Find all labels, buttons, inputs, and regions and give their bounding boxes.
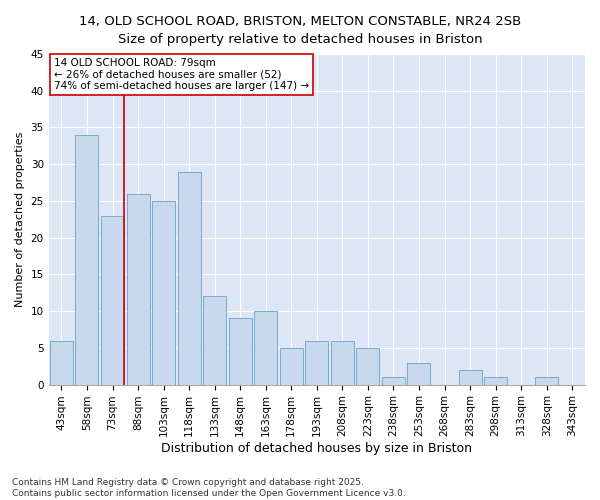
- Bar: [76, 135, 98, 384]
- Bar: [152, 201, 175, 384]
- Text: Size of property relative to detached houses in Briston: Size of property relative to detached ho…: [118, 32, 482, 46]
- Text: 14 OLD SCHOOL ROAD: 79sqm
← 26% of detached houses are smaller (52)
74% of semi-: 14 OLD SCHOOL ROAD: 79sqm ← 26% of detac…: [54, 58, 309, 91]
- Bar: [203, 296, 226, 384]
- Text: Contains HM Land Registry data © Crown copyright and database right 2025.
Contai: Contains HM Land Registry data © Crown c…: [12, 478, 406, 498]
- Bar: [484, 378, 507, 384]
- Bar: [331, 340, 354, 384]
- Bar: [382, 378, 405, 384]
- Bar: [458, 370, 482, 384]
- Bar: [229, 318, 252, 384]
- Bar: [407, 362, 430, 384]
- X-axis label: Distribution of detached houses by size in Briston: Distribution of detached houses by size …: [161, 442, 472, 455]
- Y-axis label: Number of detached properties: Number of detached properties: [15, 132, 25, 307]
- Bar: [305, 340, 328, 384]
- Bar: [356, 348, 379, 385]
- Bar: [280, 348, 303, 385]
- Bar: [254, 311, 277, 384]
- Text: 14, OLD SCHOOL ROAD, BRISTON, MELTON CONSTABLE, NR24 2SB: 14, OLD SCHOOL ROAD, BRISTON, MELTON CON…: [79, 15, 521, 28]
- Bar: [178, 172, 200, 384]
- Bar: [127, 194, 149, 384]
- Bar: [535, 378, 558, 384]
- Bar: [101, 216, 124, 384]
- Bar: [50, 340, 73, 384]
